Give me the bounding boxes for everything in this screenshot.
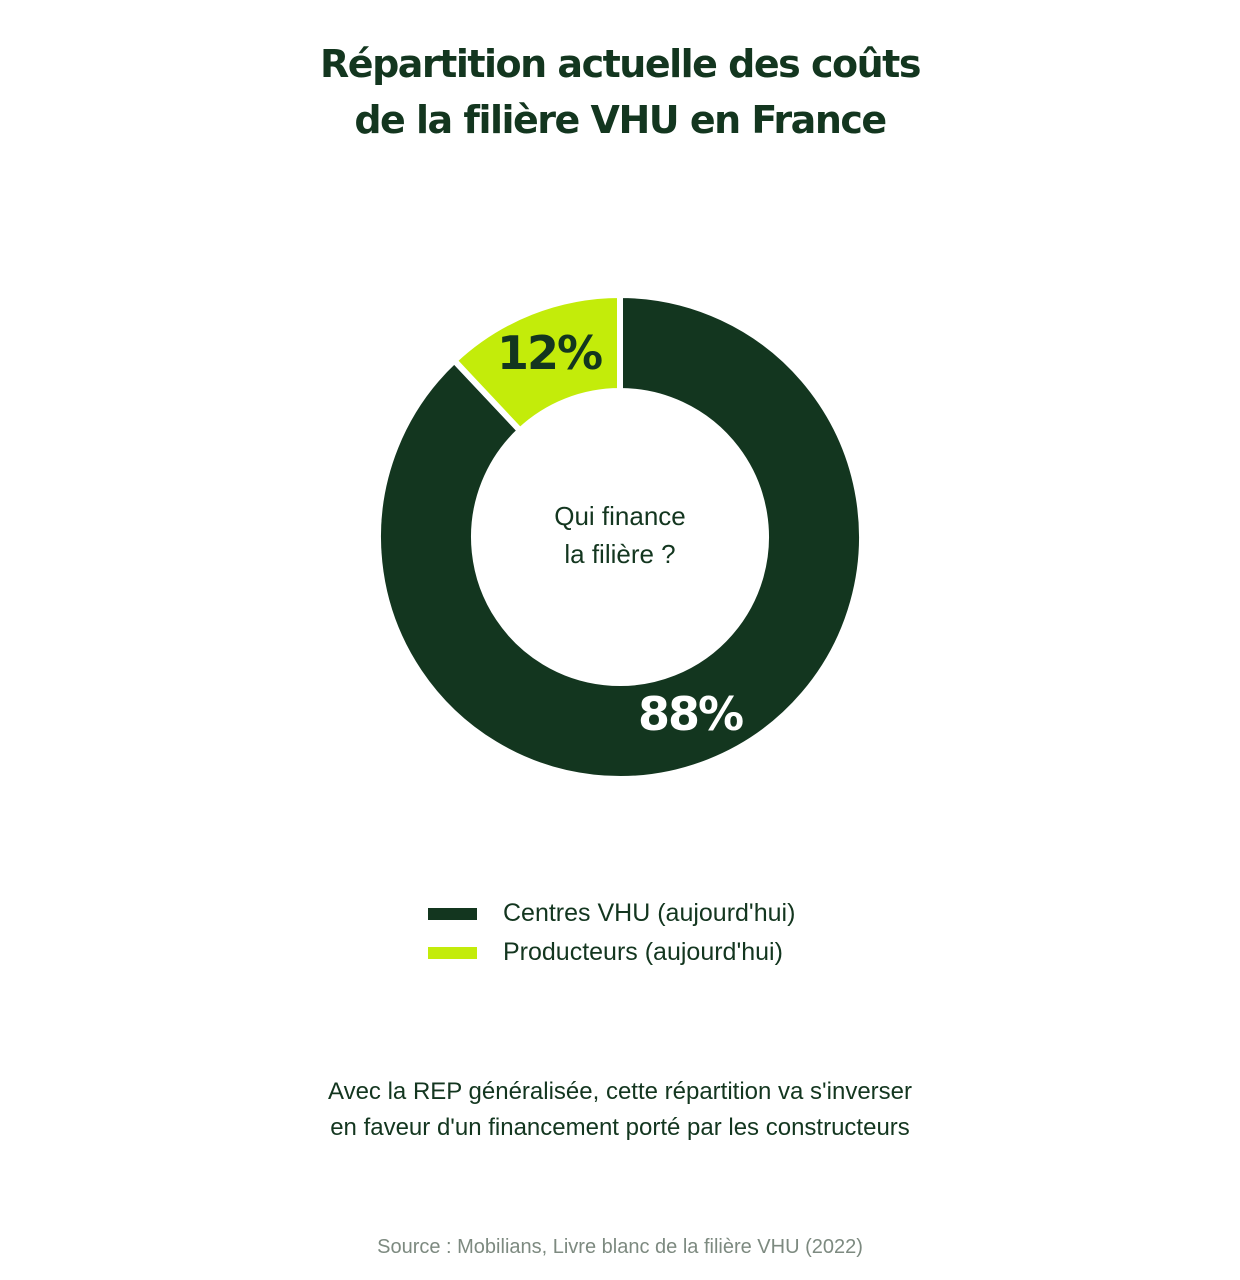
legend: Centres VHU (aujourd'hui) Producteurs (a…: [428, 894, 928, 972]
footnote-line-1: Avec la REP généralisée, cette répartiti…: [328, 1078, 912, 1105]
legend-item-centres-vhu: Centres VHU (aujourd'hui): [428, 894, 928, 933]
center-label-line-2: la filière ?: [564, 539, 675, 569]
slice-value-label-12pct: 12%: [497, 326, 602, 380]
source-credit: Source : Mobilians, Livre blanc de la fi…: [377, 1236, 863, 1258]
center-label-line-1: Qui finance: [554, 501, 686, 531]
legend-label-producteurs: Producteurs (aujourd'hui): [503, 938, 783, 966]
legend-label-centres-vhu: Centres VHU (aujourd'hui): [503, 899, 796, 927]
chart-title-line-1: Répartition actuelle des coûts: [320, 42, 921, 86]
slice-value-label-88pct: 88%: [638, 687, 743, 741]
donut-slice-12pct: [450, 291, 623, 435]
legend-swatch-centres-vhu: [428, 907, 477, 920]
donut-slice-88pct: [375, 291, 865, 782]
footnote: Avec la REP généralisée, cette répartiti…: [0, 1074, 1240, 1146]
legend-item-producteurs: Producteurs (aujourd'hui): [428, 933, 928, 972]
chart-title-line-2: de la filière VHU en France: [354, 98, 887, 142]
footnote-line-2: en faveur d'un financement porté par les…: [330, 1114, 910, 1141]
chart-title: Répartition actuelle des coûts de la fil…: [0, 36, 1240, 148]
legend-swatch-producteurs: [428, 946, 477, 959]
